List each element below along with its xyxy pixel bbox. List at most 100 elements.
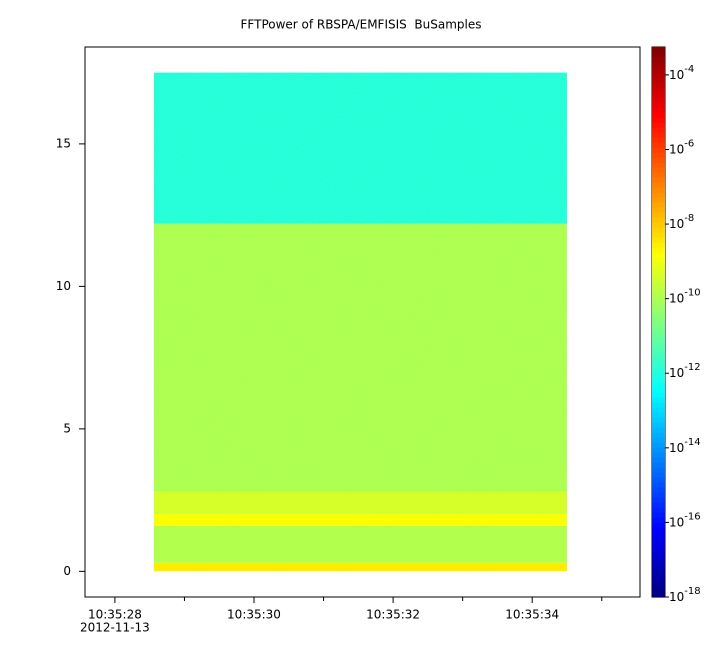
colorbar-swatch — [652, 347, 665, 353]
colorbar-swatch — [652, 447, 665, 453]
colorbar-swatch — [652, 537, 665, 543]
colorbar-swatch — [652, 517, 665, 523]
colorbar-swatch — [652, 272, 665, 278]
colorbar-swatch — [652, 442, 665, 448]
colorbar-swatch — [652, 77, 665, 83]
colorbar-swatch — [652, 327, 665, 333]
colorbar-swatch — [652, 217, 665, 223]
colorbar-swatch — [652, 462, 665, 468]
colorbar-swatch — [652, 357, 665, 363]
colorbar-swatch — [652, 97, 665, 103]
colorbar-swatch — [652, 122, 665, 128]
colorbar-swatch — [652, 322, 665, 328]
colorbar-swatch — [652, 167, 665, 173]
colorbar-swatch — [652, 102, 665, 108]
colorbar-swatch — [652, 337, 665, 343]
colorbar-swatch — [652, 572, 665, 578]
colorbar-swatch — [652, 152, 665, 158]
colorbar-swatch — [652, 532, 665, 538]
colorbar-swatch — [652, 207, 665, 213]
x-tick-label: 10:35:34 — [505, 608, 559, 622]
y-tick-label: 0 — [63, 564, 71, 578]
colorbar-swatch — [652, 57, 665, 63]
colorbar-swatch — [652, 477, 665, 483]
x-tick-label: 10:35:28 — [88, 608, 142, 622]
colorbar-swatch — [652, 267, 665, 273]
colorbar-swatch — [652, 287, 665, 293]
colorbar-swatch — [652, 87, 665, 93]
colorbar-swatch — [652, 522, 665, 528]
colorbar-swatch — [652, 402, 665, 408]
colorbar-swatch — [652, 487, 665, 493]
colorbar-swatch — [652, 307, 665, 313]
colorbar-swatch — [652, 257, 665, 263]
colorbar-swatch — [652, 292, 665, 298]
colorbar-swatch — [652, 72, 665, 78]
y-tick-label: 15 — [56, 136, 71, 150]
colorbar-swatch — [652, 227, 665, 233]
z-tick-label: 10-4 — [669, 64, 694, 82]
colorbar-swatch — [652, 582, 665, 588]
colorbar-swatch — [652, 567, 665, 573]
plot-frame — [84, 46, 641, 598]
colorbar-swatch — [652, 47, 665, 53]
colorbar-swatch — [652, 592, 665, 598]
colorbar-swatch — [652, 547, 665, 553]
colorbar-swatch — [652, 187, 665, 193]
colorbar-swatch — [652, 62, 665, 68]
colorbar-swatch — [652, 317, 665, 323]
colorbar-swatch — [652, 377, 665, 383]
colorbar-swatch — [652, 157, 665, 163]
chart-title: FFTPower of RBSPA/EMFISIS BuSamples — [241, 18, 482, 32]
colorbar-swatch — [652, 412, 665, 418]
noise-texture — [153, 72, 567, 572]
colorbar-swatch — [652, 192, 665, 198]
colorbar-swatch — [652, 172, 665, 178]
colorbar-swatch — [652, 432, 665, 438]
y-tick-label: 10 — [56, 279, 71, 293]
z-tick-label: 10-10 — [669, 288, 701, 306]
colorbar-swatch — [652, 247, 665, 253]
colorbar-swatch — [652, 147, 665, 153]
colorbar-swatch — [652, 542, 665, 548]
colorbar-swatch — [652, 367, 665, 373]
x-tick-label: 10:35:30 — [227, 608, 281, 622]
colorbar-swatch — [652, 312, 665, 318]
colorbar-swatch — [652, 352, 665, 358]
colorbar-swatch — [652, 127, 665, 133]
colorbar-swatch — [652, 112, 665, 118]
colorbar-swatch — [652, 492, 665, 498]
colorbar-swatch — [652, 67, 665, 73]
colorbar-swatch — [652, 117, 665, 123]
x-tick-label: 10:35:32 — [366, 608, 420, 622]
colorbar-swatch — [652, 427, 665, 433]
colorbar-swatch — [652, 587, 665, 593]
colorbar-swatch — [652, 577, 665, 583]
colorbar-swatch — [652, 507, 665, 513]
colorbar-swatch — [652, 197, 665, 203]
colorbar-swatch — [652, 422, 665, 428]
colorbar-swatch — [652, 282, 665, 288]
spectrogram-cells — [153, 72, 567, 572]
z-tick-label: 10-6 — [669, 138, 694, 156]
colorbar-swatch — [652, 202, 665, 208]
z-tick-label: 10-8 — [669, 213, 694, 231]
colorbar-swatch — [652, 182, 665, 188]
colorbar-swatch — [652, 387, 665, 393]
colorbar-swatch — [652, 382, 665, 388]
x-date-label: 2012-11-13 — [80, 621, 150, 635]
colorbar-swatch — [652, 302, 665, 308]
colorbar-swatch — [652, 392, 665, 398]
colorbar-swatch — [652, 397, 665, 403]
colorbar-swatch — [652, 142, 665, 148]
colorbar-swatch — [652, 562, 665, 568]
colorbar-swatch — [652, 297, 665, 303]
colorbar-swatch — [652, 452, 665, 458]
colorbar-swatch — [652, 277, 665, 283]
colorbar-swatch — [652, 262, 665, 268]
colorbar-swatch — [652, 467, 665, 473]
colorbar-swatch — [652, 232, 665, 238]
colorbar-swatch — [652, 137, 665, 143]
colorbar-swatch — [652, 132, 665, 138]
